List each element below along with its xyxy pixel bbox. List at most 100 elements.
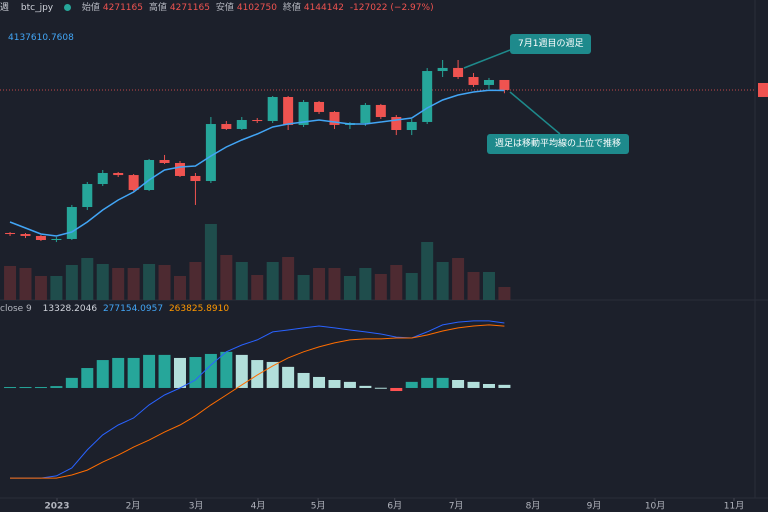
- volume-bar: [359, 268, 372, 300]
- macd-value: 277154.0957: [102, 304, 164, 314]
- candle-body: [437, 67, 448, 72]
- candle-body: [422, 71, 433, 122]
- macd-histogram-bar: [204, 353, 217, 388]
- x-tick-label: 11月: [724, 501, 744, 512]
- candle-body: [252, 120, 263, 122]
- last-price-marker: [758, 82, 768, 97]
- volume-bar: [297, 275, 310, 300]
- candle-body: [468, 77, 479, 85]
- volume-bar: [158, 265, 171, 300]
- hist-value: 13328.2046: [42, 304, 98, 314]
- annotation: 週足は移動平均線の上位で推移: [487, 134, 630, 154]
- symbol: btc_jpy: [20, 3, 54, 13]
- change-percent: (−2.97%): [390, 3, 434, 13]
- macd-line: [10, 320, 505, 479]
- volume-bar: [266, 262, 279, 300]
- interval: 週: [0, 3, 10, 13]
- candle-body: [97, 172, 108, 185]
- candle-body: [35, 235, 46, 240]
- open-label: 始値: [81, 3, 100, 13]
- candle-body: [128, 175, 139, 190]
- macd-histogram-bar: [482, 383, 495, 388]
- macd-histogram-bar: [112, 357, 125, 388]
- x-tick-label: 2023: [44, 502, 69, 512]
- macd-histogram-bar: [421, 377, 434, 388]
- macd-histogram-bar: [390, 387, 403, 392]
- macd-histogram-bar: [143, 354, 156, 388]
- volume-bar: [81, 258, 94, 300]
- macd-histogram-bar: [173, 357, 186, 388]
- volume-bar: [313, 268, 326, 300]
- macd-histogram-bar: [328, 379, 341, 388]
- moving-average: [9, 89, 505, 237]
- volume-bar: [235, 262, 248, 300]
- macd-line: [10, 324, 505, 479]
- volume-bar: [19, 268, 32, 300]
- volume-bar: [127, 268, 140, 300]
- macd-histogram-bar: [467, 381, 480, 388]
- volume-bar: [482, 272, 495, 300]
- candle-body: [298, 101, 309, 125]
- x-tick-label: 4月: [251, 501, 266, 512]
- volume-bar: [4, 266, 17, 300]
- open-value: 4271165: [102, 3, 143, 13]
- volume-bar: [452, 258, 465, 300]
- x-tick-label: 5月: [311, 501, 326, 512]
- volume-bar: [498, 287, 511, 300]
- macd-histogram-bar: [81, 368, 94, 388]
- macd-histogram-bar: [266, 361, 279, 388]
- callout-pointer: [463, 49, 511, 69]
- high-label: 高値: [148, 3, 167, 13]
- macd-histogram-bar: [158, 354, 171, 388]
- legend-header: 週 btc_jpy 始値 4271165 高値 4271165 安値 4102750 …: [0, 2, 437, 14]
- macd-histogram-bar: [374, 387, 387, 389]
- callout-pointer: [509, 91, 561, 135]
- close-label: 終値: [282, 3, 301, 13]
- candle-body: [314, 101, 325, 112]
- volume-bar: [251, 275, 264, 300]
- x-tick-label: 9月: [587, 501, 602, 512]
- macd-histogram-bar: [343, 381, 356, 388]
- candle-body: [66, 207, 77, 239]
- candle-body: [329, 111, 340, 125]
- candle-body: [406, 121, 417, 130]
- macd-histogram-bar: [251, 360, 264, 388]
- macd-histogram-bar: [359, 385, 372, 388]
- macd-histogram-bar: [436, 377, 449, 388]
- candle-body: [51, 238, 62, 240]
- volume-bar: [220, 255, 233, 300]
- candle-body: [360, 104, 371, 124]
- macd-histogram-bar: [65, 377, 78, 388]
- volume-bar: [112, 268, 125, 300]
- low-label: 安値: [215, 3, 234, 13]
- volume-bar: [343, 276, 356, 300]
- signal-value: 263825.8910: [168, 304, 230, 314]
- status-dot: [64, 4, 71, 11]
- candle-body: [174, 162, 185, 176]
- candle-body: [483, 80, 494, 85]
- volume-bar: [34, 276, 47, 300]
- change-value: -127022: [349, 3, 388, 13]
- macd-histogram-bar: [313, 376, 326, 388]
- candle-body: [5, 232, 16, 235]
- candle-body: [499, 79, 510, 90]
- volume-bar: [467, 272, 480, 300]
- volume-bar: [50, 276, 63, 300]
- macd-histogram-bar: [189, 357, 202, 388]
- volume-bar: [405, 273, 418, 300]
- macd-label: close 9: [0, 304, 32, 314]
- macd-histogram-bar: [235, 354, 248, 388]
- x-tick-label: 3月: [189, 501, 204, 512]
- macd-histogram-bar: [405, 381, 418, 388]
- candle-body: [159, 160, 170, 163]
- volume-bar: [189, 262, 202, 300]
- candle-body: [267, 97, 278, 122]
- candle-body: [453, 67, 464, 78]
- candle-body: [236, 120, 247, 129]
- annotation: 7月1週目の週足: [510, 34, 592, 54]
- x-tick-label: 7月: [449, 501, 464, 512]
- macd-histogram-bar: [96, 360, 109, 388]
- volume-bar: [436, 262, 449, 300]
